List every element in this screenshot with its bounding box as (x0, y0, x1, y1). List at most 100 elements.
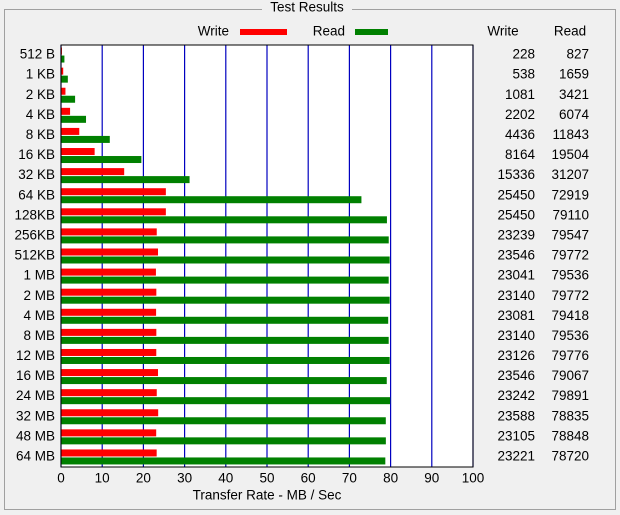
table-value: 23140 (497, 328, 535, 343)
table-value: 11843 (552, 127, 589, 142)
y-tick-label: 128KB (14, 207, 55, 222)
table-value: 79547 (551, 227, 589, 242)
bar (61, 288, 157, 296)
bar (61, 336, 389, 344)
bar (61, 75, 68, 83)
table-value: 79067 (551, 368, 589, 383)
x-tick-label: 30 (177, 471, 192, 486)
y-tick-label: 2 KB (26, 87, 55, 102)
plot-border (60, 44, 474, 468)
legend-label: Write (198, 24, 229, 39)
x-tick-label: 10 (95, 471, 110, 486)
y-tick-label: 2 MB (23, 288, 55, 303)
table-value: 72919 (551, 187, 589, 202)
table-value: 19504 (551, 147, 589, 162)
table-value: 2202 (505, 107, 535, 122)
bar (61, 248, 159, 256)
bar (61, 135, 110, 143)
y-tick-label: 24 MB (16, 388, 55, 403)
bar (61, 348, 157, 356)
table-value: 3421 (559, 87, 589, 102)
legend-swatch (355, 29, 388, 35)
x-tick-label: 20 (136, 471, 151, 486)
y-tick-label: 16 MB (16, 368, 55, 383)
table-value: 23140 (497, 288, 535, 303)
table-value: 79536 (551, 268, 589, 283)
bar (61, 127, 80, 135)
table-value: 15336 (497, 167, 535, 182)
table-value: 79891 (551, 388, 589, 403)
x-tick-label: 80 (383, 471, 398, 486)
table-value: 79772 (551, 248, 589, 263)
bar (61, 148, 95, 156)
bar (61, 256, 390, 264)
y-tick-label: 1 KB (26, 67, 55, 82)
x-axis-label: Transfer Rate - MB / Sec (193, 488, 342, 503)
group-title: Test Results (270, 0, 344, 15)
legend-swatch (240, 29, 287, 35)
bar (61, 87, 66, 95)
y-tick-label: 64 KB (18, 187, 55, 202)
table-value: 538 (512, 67, 535, 82)
table-value: 228 (512, 47, 535, 62)
bar (61, 356, 390, 364)
y-tick-label: 8 MB (23, 328, 55, 343)
table-value: 79536 (551, 328, 589, 343)
legend-label: Read (313, 24, 345, 39)
table-value: 79776 (551, 348, 589, 363)
table-value: 79418 (551, 308, 589, 323)
bar (61, 236, 389, 244)
bar (61, 328, 157, 336)
table-value: 23105 (497, 428, 535, 443)
column-header: Read (554, 24, 586, 39)
y-tick-label: 8 KB (26, 127, 55, 142)
table-value: 6074 (559, 107, 590, 122)
table-value: 1081 (505, 87, 535, 102)
bar (61, 95, 76, 103)
x-tick-label: 50 (259, 471, 274, 486)
bar (61, 176, 190, 184)
bar (61, 216, 387, 224)
y-tick-label: 256KB (14, 227, 55, 242)
bar (61, 457, 386, 465)
x-tick-label: 40 (218, 471, 233, 486)
bar (61, 296, 390, 304)
bar (61, 397, 391, 405)
table-value: 23126 (497, 348, 535, 363)
column-header: Write (487, 24, 518, 39)
table-value: 25450 (497, 187, 535, 202)
y-tick-label: 64 MB (16, 449, 55, 464)
bar (61, 389, 157, 397)
bar (61, 316, 389, 324)
bar (61, 276, 389, 284)
bar (61, 268, 156, 276)
table-value: 23546 (497, 248, 535, 263)
bar (61, 429, 157, 437)
bar (61, 377, 387, 385)
table-value: 79772 (551, 288, 589, 303)
table-value: 23221 (497, 449, 535, 464)
table-value: 23242 (497, 388, 535, 403)
y-tick-label: 512KB (14, 248, 55, 263)
y-tick-label: 512 B (20, 47, 55, 62)
table-value: 31207 (551, 167, 589, 182)
table-value: 23041 (497, 268, 535, 283)
table-value: 78720 (551, 449, 589, 464)
bar (61, 67, 64, 75)
bar (61, 208, 166, 216)
bar (61, 55, 65, 63)
bar (61, 417, 386, 425)
table-value: 23239 (497, 227, 535, 242)
bar (61, 115, 87, 123)
table-value: 827 (566, 47, 589, 62)
bar (61, 437, 386, 445)
bar (61, 369, 159, 377)
table-value: 1659 (559, 67, 589, 82)
bar (61, 308, 157, 316)
table-value: 23588 (497, 408, 535, 423)
bar (61, 196, 362, 204)
x-tick-label: 90 (424, 471, 439, 486)
bar (61, 188, 166, 196)
bar (61, 228, 157, 236)
